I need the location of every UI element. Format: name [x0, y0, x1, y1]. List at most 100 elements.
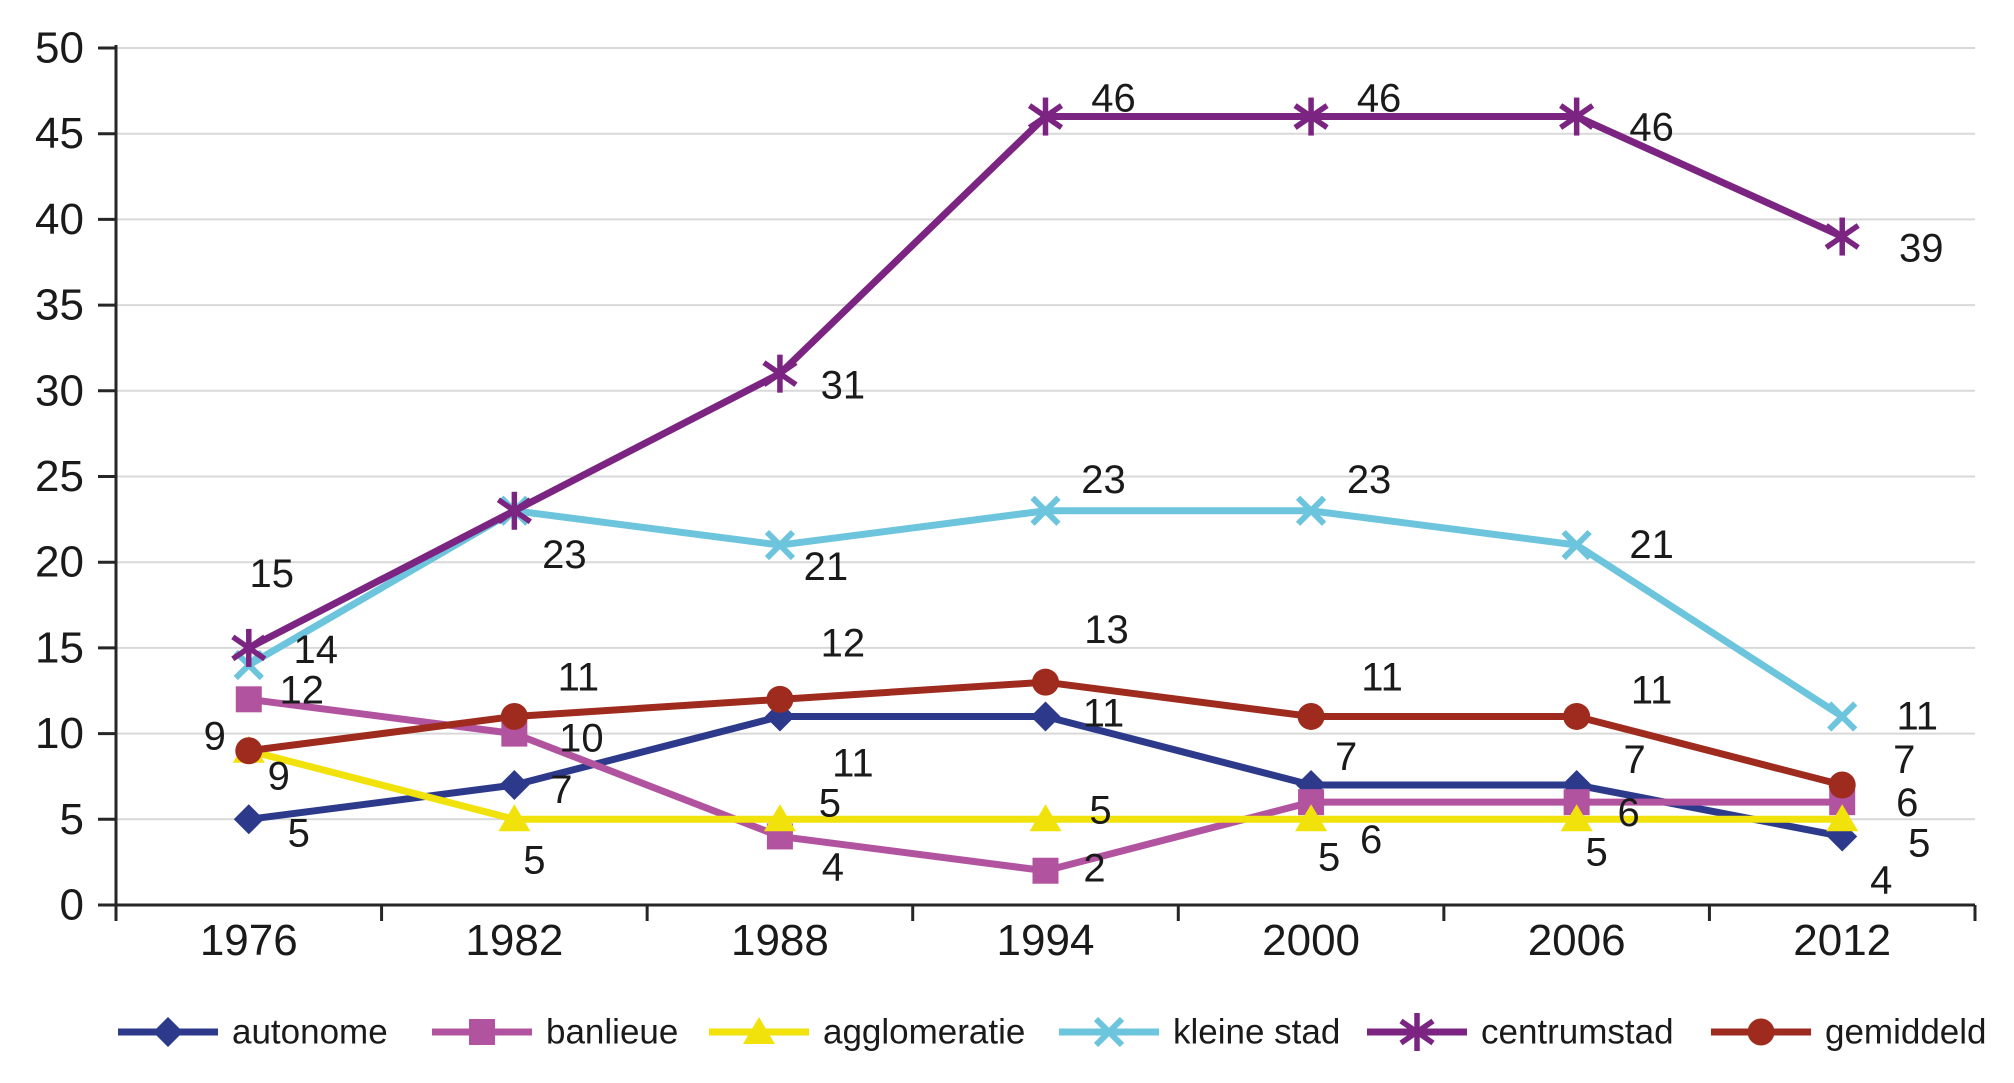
x-tick-label: 1976	[200, 916, 298, 965]
data-point-label: 6	[1360, 818, 1382, 862]
data-point-label: 12	[280, 668, 325, 712]
legend-label: kleine stad	[1173, 1013, 1340, 1052]
data-point-label: 11	[1631, 668, 1673, 712]
data-point-label: 2	[1083, 847, 1105, 891]
x-tick-label: 2006	[1528, 916, 1626, 965]
data-point-label: 5	[1908, 821, 1930, 865]
y-tick-label: 0	[60, 881, 84, 930]
diamond-marker-icon	[233, 804, 264, 835]
data-point-label: 9	[268, 755, 290, 799]
triangle-marker-icon	[498, 804, 531, 832]
circle-marker-icon	[1828, 771, 1856, 799]
data-point-label: 23	[542, 533, 587, 577]
data-point-label: 4	[822, 845, 844, 889]
y-tick-label: 15	[35, 623, 84, 672]
data-point-label: 6	[1896, 781, 1918, 825]
data-point-label: 7	[1893, 738, 1915, 782]
data-point-label: 10	[559, 717, 604, 761]
x-legend-marker-icon	[1093, 1016, 1125, 1048]
data-point-label: 9	[204, 715, 226, 759]
series-line	[247, 113, 1844, 652]
series-autonome	[233, 701, 1858, 852]
data-point-label: 6	[1618, 791, 1640, 835]
data-point-label: 4	[1870, 858, 1892, 902]
x-tick-label: 1994	[997, 916, 1095, 965]
data-point-label: 5	[1318, 835, 1340, 879]
y-tick-label: 50	[35, 24, 84, 73]
series-gemiddeld	[235, 668, 1856, 799]
triangle-marker-icon	[1826, 804, 1859, 832]
y-tick-label: 30	[35, 366, 84, 415]
triangle-marker-icon	[1295, 804, 1328, 832]
legend-item-banlieue: banlieue	[432, 1013, 678, 1052]
legend-item-autonome: autonome	[118, 1013, 388, 1052]
x-marker-icon	[1030, 495, 1061, 526]
series-agglomeratie	[232, 735, 1859, 832]
legend-item-centrumstad: centrumstad	[1367, 1013, 1674, 1052]
series-banlieue	[235, 686, 1856, 884]
data-point-label: 11	[1361, 655, 1403, 699]
x-marker-icon	[764, 529, 796, 561]
circle-legend-marker-icon	[1747, 1018, 1775, 1046]
asterisk-marker-icon	[496, 491, 532, 530]
diamond-marker-icon	[1030, 701, 1061, 732]
legend-label: banlieue	[546, 1013, 678, 1052]
data-point-label: 5	[819, 781, 841, 825]
x-marker-icon	[1561, 529, 1592, 561]
legend-item-gemiddeld: gemiddeld	[1711, 1013, 1987, 1052]
square-legend-marker-icon	[469, 1019, 495, 1045]
circle-marker-icon	[500, 702, 528, 730]
data-point-label: 5	[1089, 788, 1111, 832]
data-point-label: 11	[1896, 694, 1938, 738]
triangle-marker-icon	[1560, 804, 1593, 832]
data-point-label: 14	[294, 628, 339, 672]
y-tick-label: 20	[35, 538, 84, 587]
legend: autonome banlieue agglomeratie kleine stad c…	[118, 1013, 1987, 1052]
data-point-label: 39	[1899, 227, 1944, 271]
data-point-label: 5	[1586, 830, 1608, 874]
series-centrumstad	[231, 97, 1860, 667]
y-tick-label: 45	[35, 109, 84, 158]
asterisk-marker-icon	[1027, 97, 1064, 136]
legend-item-agglomeratie: agglomeratie	[709, 1013, 1025, 1052]
legend-item-kleine-stad: kleine stad	[1059, 1013, 1340, 1052]
data-point-label: 15	[250, 552, 295, 596]
y-tick-label: 25	[35, 452, 84, 501]
triangle-marker-icon	[1029, 804, 1062, 832]
circle-marker-icon	[1032, 668, 1059, 696]
data-point-label: 21	[804, 545, 849, 589]
axes	[98, 45, 1977, 921]
x-marker-icon	[1827, 701, 1858, 732]
y-tick-label: 40	[35, 195, 84, 244]
asterisk-marker-icon	[762, 354, 798, 393]
triangle-marker-icon	[763, 804, 796, 832]
square-marker-icon	[1032, 857, 1059, 884]
data-point-label: 23	[1347, 458, 1392, 502]
x-tick-label: 2000	[1262, 916, 1360, 965]
data-point-label: 12	[821, 621, 866, 665]
triangle-legend-marker-icon	[743, 1017, 775, 1044]
y-tick-label: 5	[60, 795, 84, 844]
legend-label: gemiddeld	[1825, 1013, 1987, 1052]
data-point-label: 46	[1091, 77, 1136, 121]
legend-label: centrumstad	[1481, 1013, 1674, 1052]
data-point-label: 11	[832, 741, 874, 785]
asterisk-legend-marker-icon	[1399, 1013, 1435, 1051]
asterisk-marker-icon	[1559, 97, 1595, 136]
asterisk-marker-icon	[1824, 217, 1860, 256]
data-point-label: 46	[1357, 77, 1402, 121]
data-point-label: 13	[1084, 608, 1129, 652]
diamond-marker-icon	[499, 770, 530, 801]
data-point-label: 46	[1629, 106, 1674, 150]
data-point-label: 7	[1624, 738, 1646, 782]
y-tick-label: 35	[35, 281, 84, 330]
circle-marker-icon	[1297, 702, 1325, 730]
data-point-label: 31	[821, 364, 866, 408]
x-marker-icon	[1295, 495, 1327, 526]
x-tick-label: 1982	[465, 916, 563, 965]
data-point-label: 5	[288, 811, 310, 855]
